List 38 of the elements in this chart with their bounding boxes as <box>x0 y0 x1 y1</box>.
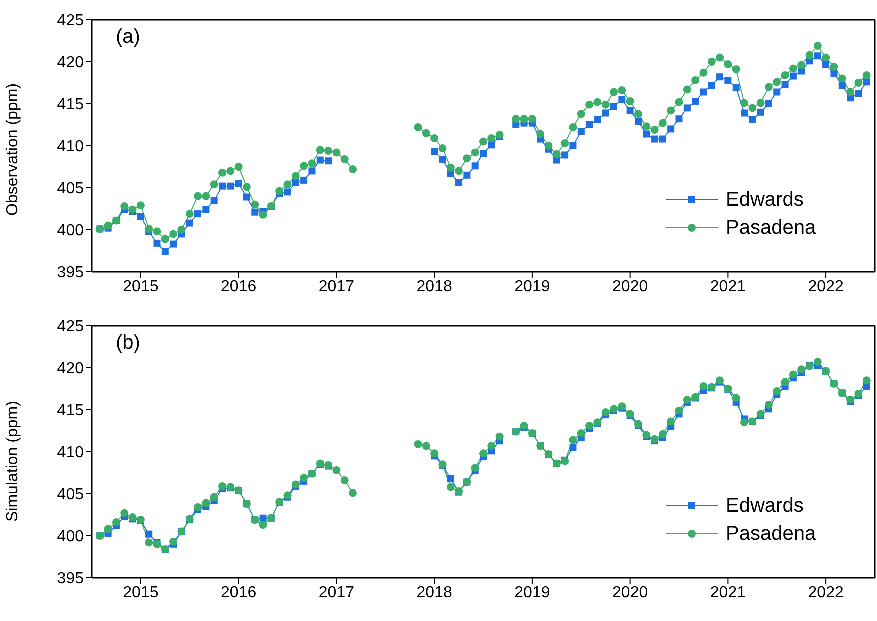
y-tick-label: 415 <box>57 402 84 420</box>
legend-label: Edwards <box>726 188 804 212</box>
y-tick-label: 420 <box>57 54 84 72</box>
x-tick-label: 2015 <box>123 584 159 602</box>
y-tick-label: 405 <box>57 180 84 198</box>
y-tick-label: 405 <box>57 486 84 504</box>
x-tick-label: 2019 <box>514 584 550 602</box>
x-tick-label: 2021 <box>710 278 746 296</box>
x-tick-label: 2016 <box>221 278 257 296</box>
x-tick-label: 2018 <box>416 278 452 296</box>
annotation: (a) <box>116 26 140 49</box>
y-tick-label: 415 <box>57 96 84 114</box>
x-tick-label: 2015 <box>123 278 159 296</box>
y-axis-title: Observation (ppm) <box>4 84 22 216</box>
y-tick-label: 410 <box>57 138 84 156</box>
x-tick-label: 2016 <box>221 584 257 602</box>
x-tick-label: 2019 <box>514 278 550 296</box>
x-tick-label: 2018 <box>416 584 452 602</box>
x-tick-label: 2022 <box>808 584 844 602</box>
legend-label: Pasadena <box>726 216 816 240</box>
y-tick-label: 410 <box>57 444 84 462</box>
x-tick-label: 2017 <box>318 278 355 296</box>
x-tick-label: 2020 <box>612 584 648 602</box>
y-tick-label: 425 <box>57 318 84 336</box>
y-tick-label: 400 <box>57 222 84 240</box>
y-tick-label: 425 <box>57 12 84 30</box>
y-tick-label: 420 <box>57 360 84 378</box>
x-tick-label: 2022 <box>808 278 844 296</box>
y-tick-label: 400 <box>57 528 84 546</box>
x-tick-label: 2021 <box>710 584 746 602</box>
x-tick-label: 2017 <box>318 584 355 602</box>
legend-label: Edwards <box>726 494 804 518</box>
x-tick-label: 2020 <box>612 278 648 296</box>
annotation: (b) <box>116 332 140 355</box>
y-tick-label: 395 <box>57 264 84 282</box>
y-axis-title: Simulation (ppm) <box>4 401 22 522</box>
y-tick-label: 395 <box>57 570 84 588</box>
legend-label: Pasadena <box>726 522 816 546</box>
